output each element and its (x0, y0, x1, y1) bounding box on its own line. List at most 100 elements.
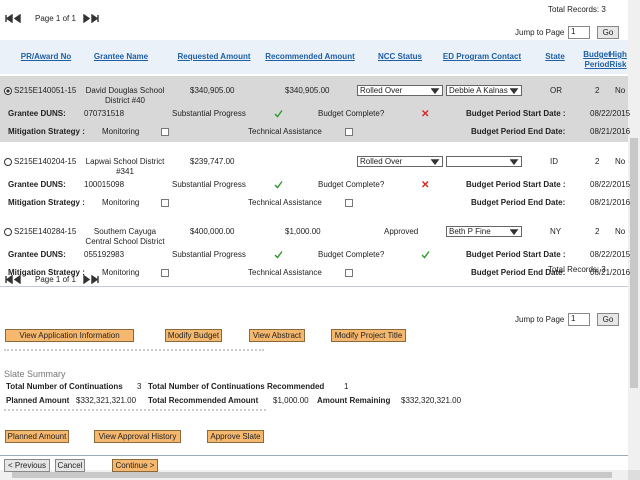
total-records: Total Records: 3 (548, 5, 606, 14)
column-header[interactable]: Requested Amount (177, 52, 251, 61)
row-radio[interactable] (4, 158, 12, 166)
jump-input[interactable]: 1 (568, 313, 590, 326)
jump-label: Jump to Page (515, 315, 565, 324)
dropdown-arrow[interactable] (510, 157, 519, 166)
column-header[interactable]: Budget Period (583, 50, 611, 69)
column-header[interactable]: ED Program Contact (442, 52, 522, 61)
page-label: Page 1 of 1 (35, 14, 76, 23)
check-icon (274, 251, 283, 259)
dropdown-arrow[interactable] (510, 86, 519, 95)
summary-value: 3 (137, 382, 142, 391)
vertical-scrollbar[interactable] (628, 0, 640, 470)
duns-label: Grantee DUNS: (8, 250, 66, 259)
action-button[interactable]: Modify Budget (165, 329, 222, 342)
end-date-label: Budget Period End Date: (471, 127, 566, 136)
budget-complete-label: Budget Complete? (318, 250, 385, 259)
technical-label: Technical Assistance (248, 127, 322, 136)
contact-select[interactable]: Debbie A Kalnas (446, 85, 522, 96)
previous-button[interactable]: < Previous (4, 459, 50, 472)
technical-checkbox[interactable] (345, 128, 353, 136)
monitoring-checkbox[interactable] (161, 128, 169, 136)
technical-checkbox[interactable] (345, 269, 353, 277)
action-button[interactable]: View Application Information (5, 329, 134, 342)
mitigation-label: Mitigation Strategy : (8, 127, 85, 136)
ncc-status-select[interactable]: Rolled Over (357, 85, 443, 96)
column-header[interactable]: Grantee Name (93, 52, 149, 61)
ncc-status-select[interactable]: Rolled Over (357, 156, 443, 167)
summary-value: $332,320,321.00 (401, 396, 462, 405)
mitigation-label: Mitigation Strategy : (8, 268, 85, 277)
pager-next-last[interactable] (82, 14, 91, 23)
row-radio[interactable] (4, 228, 12, 236)
summary-label: Total Recommended Amount (148, 396, 259, 405)
pager-first-prev[interactable] (13, 275, 22, 284)
award-no: S215E140284-15 (14, 227, 77, 236)
budget-complete-label: Budget Complete? (318, 180, 385, 189)
progress: Substantial Progress (172, 180, 246, 189)
cancel-button[interactable]: Cancel (55, 459, 85, 472)
contact-select[interactable] (446, 156, 522, 167)
end-date: 08/21/2016 (590, 268, 631, 277)
check-icon (274, 110, 283, 118)
contact-select[interactable]: Beth P Fine (446, 226, 522, 237)
budget-period: 2 (595, 157, 600, 166)
summary-value: $1,000.00 (273, 396, 309, 405)
state: OR (550, 86, 562, 95)
progress: Substantial Progress (172, 109, 246, 118)
monitoring-label: Monitoring (102, 198, 140, 207)
monitoring-checkbox[interactable] (161, 269, 169, 277)
summary-button[interactable]: Approve Slate (207, 430, 264, 443)
column-header[interactable]: Recommended Amount (265, 52, 355, 61)
action-button[interactable]: Modify Project Title (331, 329, 406, 342)
pager-next-last[interactable] (91, 275, 100, 284)
go-button[interactable]: Go (597, 26, 619, 39)
summary-value: 1 (344, 382, 349, 391)
go-button[interactable]: Go (597, 313, 619, 326)
duns: 055192983 (84, 250, 125, 259)
technical-label: Technical Assistance (248, 268, 322, 277)
column-header[interactable]: State (545, 52, 565, 61)
pager-next-last[interactable] (91, 14, 100, 23)
dropdown-arrow[interactable] (431, 157, 440, 166)
action-button[interactable]: View Abstract (249, 329, 305, 342)
start-date: 08/22/2015 (590, 180, 631, 189)
dropdown-arrow[interactable] (431, 86, 440, 95)
column-header[interactable]: NCC Status (377, 52, 422, 61)
duns-label: Grantee DUNS: (8, 180, 66, 189)
technical-label: Technical Assistance (248, 198, 322, 207)
high-risk: No (615, 86, 626, 95)
start-date: 08/22/2015 (590, 109, 631, 118)
monitoring-checkbox[interactable] (161, 199, 169, 207)
state: NY (550, 227, 562, 236)
jump-label: Jump to Page (515, 28, 565, 37)
budget-period: 2 (595, 227, 600, 236)
progress: Substantial Progress (172, 250, 246, 259)
summary-label: Total Number of Continuations Recommende… (148, 382, 325, 391)
pager-next-last[interactable] (82, 275, 91, 284)
summary-button[interactable]: Planned Amount (5, 430, 69, 443)
horizontal-scrollbar[interactable] (0, 470, 628, 480)
summary-label: Amount Remaining (317, 396, 391, 405)
technical-checkbox[interactable] (345, 199, 353, 207)
grantee-name: David Douglas School District #40 (85, 86, 165, 105)
continue-button[interactable]: Continue > (112, 459, 158, 472)
monitoring-label: Monitoring (102, 268, 140, 277)
high-risk: No (615, 227, 626, 236)
high-risk: No (615, 157, 626, 166)
award-no: S215E140204-15 (14, 157, 77, 166)
summary-button[interactable]: View Approval History (94, 430, 181, 443)
pager-first-prev[interactable] (4, 275, 13, 284)
start-date: 08/22/2015 (590, 250, 631, 259)
duns: 070731518 (84, 109, 125, 118)
pager-first-prev[interactable] (13, 14, 22, 23)
summary-value: $332,321,321.00 (76, 396, 137, 405)
jump-input[interactable]: 1 (568, 26, 590, 39)
start-date-label: Budget Period Start Date : (466, 180, 566, 189)
dropdown-arrow[interactable] (510, 227, 519, 236)
state: ID (550, 157, 558, 166)
row-radio[interactable] (4, 87, 12, 95)
pager-first-prev[interactable] (4, 14, 13, 23)
column-header[interactable]: PR/Award No (20, 52, 72, 61)
column-header[interactable]: High Risk (609, 50, 627, 69)
